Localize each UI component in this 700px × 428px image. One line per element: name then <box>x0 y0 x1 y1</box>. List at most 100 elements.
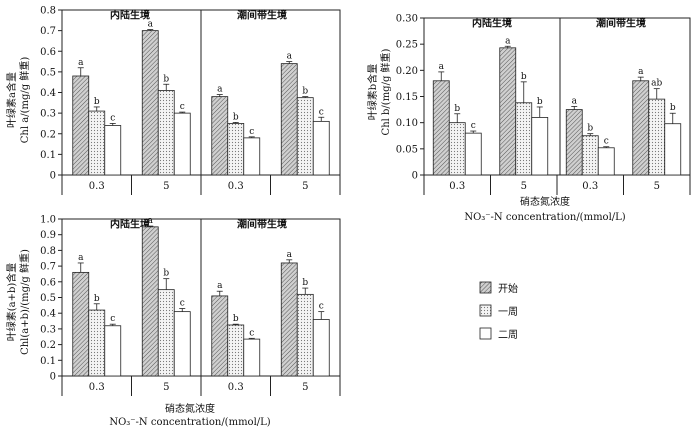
legend-item-week1: 一周 <box>479 304 518 318</box>
ylabel-cn: 叶绿素a含量 <box>5 72 18 128</box>
xlabel-en: NO₃⁻-N concentration/(mmol/L) <box>109 417 270 428</box>
xlabel-cn: 硝态氮浓度 <box>165 402 215 415</box>
significance-letter: b <box>302 87 308 97</box>
y-tick-label: 0 <box>50 372 56 383</box>
bar <box>464 132 482 176</box>
significance-letter: c <box>110 113 115 123</box>
y-tick-label: 0.6 <box>40 277 56 288</box>
significance-letter: c <box>249 328 254 338</box>
y-tick-label: 0.15 <box>396 92 418 103</box>
y-tick-label: 0.30 <box>396 14 418 25</box>
significance-letter: a <box>638 67 644 77</box>
y-tick-label: 0.05 <box>396 144 418 155</box>
xlabel-cn: 硝态氮浓度 <box>520 195 570 208</box>
bar <box>88 309 106 377</box>
y-tick-label: 0.6 <box>40 47 56 58</box>
y-tick-label: 0.7 <box>40 262 56 273</box>
significance-letter: b <box>163 269 169 279</box>
bar <box>72 75 90 176</box>
x-tick-label: 5 <box>521 181 527 192</box>
x-tick-label: 5 <box>302 382 308 393</box>
significance-letter: a <box>217 281 223 291</box>
bar <box>432 80 450 176</box>
significance-letter: a <box>148 216 154 226</box>
significance-letter: a <box>78 253 84 263</box>
significance-letter: c <box>110 314 115 324</box>
y-tick-label: 0.4 <box>40 88 56 99</box>
significance-letter: b <box>94 294 100 304</box>
significance-letter: b <box>670 103 676 113</box>
significance-letter: c <box>319 107 324 117</box>
y-tick-label: 0.7 <box>40 26 56 37</box>
bar <box>312 319 330 377</box>
bar <box>581 135 599 176</box>
x-tick-label: 0.3 <box>228 382 244 393</box>
significance-letter: b <box>163 74 169 84</box>
legend-swatch-start <box>479 281 492 294</box>
y-tick-label: 0 <box>50 171 56 182</box>
legend-item-start: 开始 <box>479 281 518 295</box>
bar <box>227 123 245 176</box>
x-tick-label: 0.3 <box>89 181 105 192</box>
ylabel-cn: 叶绿素b含量 <box>366 64 379 120</box>
bar <box>448 122 466 176</box>
bar <box>565 109 583 176</box>
y-tick-label: 0.1 <box>40 150 56 161</box>
significance-letter: b <box>233 314 239 324</box>
region-title: 潮间带生境 <box>596 16 646 29</box>
significance-letter: a <box>78 58 84 68</box>
y-tick-label: 0.10 <box>396 118 418 129</box>
significance-letter: c <box>471 121 476 131</box>
y-tick-label: 0.1 <box>40 356 56 367</box>
ylabel-en: Chl a/(mg/g 鲜重) <box>18 57 31 144</box>
bar <box>211 96 229 176</box>
bar <box>499 47 517 176</box>
region-title: 内陆生境 <box>110 217 150 230</box>
region-title: 内陆生境 <box>110 8 150 21</box>
y-tick-label: 0.3 <box>40 324 56 335</box>
legend-label-week1: 一周 <box>498 306 518 318</box>
bar <box>664 123 682 176</box>
x-tick-label: 5 <box>163 382 169 393</box>
significance-letter: c <box>180 298 185 308</box>
bar <box>104 325 122 377</box>
x-tick-label: 0.3 <box>582 181 598 192</box>
legend-item-week2: 二周 <box>479 327 518 341</box>
bar <box>104 125 122 176</box>
bar <box>296 293 314 377</box>
significance-letter: b <box>302 278 308 288</box>
legend-swatch-week2 <box>479 327 492 340</box>
legend-swatch-week1 <box>479 304 492 317</box>
bar <box>173 311 191 377</box>
panel-chl-ab: 叶绿素(a+b)含量 Chl(a+b)/(mg/g 鲜重) 硝态氮浓度 NO₃⁻… <box>5 215 341 428</box>
significance-letter: b <box>454 104 460 114</box>
significance-letter: c <box>249 127 254 137</box>
x-tick-label: 0.3 <box>449 181 465 192</box>
legend-label-week2: 二周 <box>498 329 518 341</box>
x-tick-label: 5 <box>163 181 169 192</box>
bar <box>141 30 159 176</box>
bar <box>157 289 175 377</box>
significance-letter: b <box>537 97 543 107</box>
bar <box>531 117 549 176</box>
ylabel-en: Chl b/(mg/g 鲜重) <box>379 48 392 135</box>
y-tick-label: 0.8 <box>40 6 56 17</box>
bar <box>72 271 90 377</box>
x-tick-label: 5 <box>654 181 660 192</box>
y-tick-label: 0.2 <box>40 340 56 351</box>
significance-letter: c <box>180 102 185 112</box>
bar <box>88 110 106 176</box>
ylabel-en: Chl(a+b)/(mg/g 鲜重) <box>18 249 31 355</box>
bar <box>296 97 314 176</box>
xlabel-en: NO₃⁻-N concentration/(mmol/L) <box>464 212 625 223</box>
bar <box>227 324 245 377</box>
bar <box>632 80 650 176</box>
bar <box>280 262 298 377</box>
legend: 开始 一周 二周 <box>479 281 518 341</box>
bar <box>312 120 330 176</box>
bar <box>211 295 229 377</box>
region-title: 内陆生境 <box>472 16 512 29</box>
ylabel-cn: 叶绿素(a+b)含量 <box>5 263 18 342</box>
bar <box>597 147 615 176</box>
